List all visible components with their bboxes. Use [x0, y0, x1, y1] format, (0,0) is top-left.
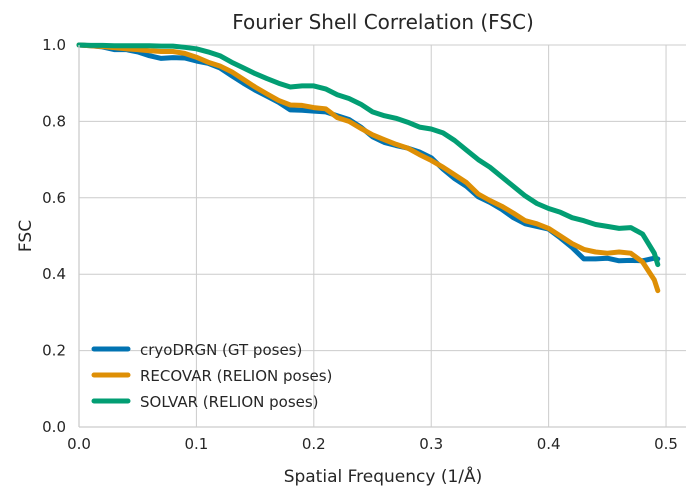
x-tick-label: 0.3 [419, 435, 443, 453]
series-line-2 [76, 42, 661, 268]
x-tick-label: 0.2 [302, 435, 326, 453]
legend-label: RECOVAR (RELION poses) [140, 367, 332, 385]
y-tick-label: 0.4 [42, 265, 66, 283]
chart-title: Fourier Shell Correlation (FSC) [232, 10, 534, 34]
y-tick-label: 0.8 [42, 112, 66, 130]
legend-label: SOLVAR (RELION poses) [140, 393, 319, 411]
series-line-0 [76, 42, 661, 264]
x-tick-label: 0.4 [537, 435, 561, 453]
series-line-1 [76, 42, 661, 294]
legend-label: cryoDRGN (GT poses) [140, 341, 302, 359]
tick-labels: 0.0 0.1 0.2 0.3 0.4 0.5 0.0 0.2 0.4 0.6 0.8 1.0 [42, 36, 678, 453]
y-tick-label: 0.6 [42, 189, 66, 207]
axes [78, 45, 686, 428]
x-tick-label: 0.5 [654, 435, 678, 453]
legend: cryoDRGN (GT poses) RECOVAR (RELION poses… [91, 341, 332, 411]
y-tick-label: 0.2 [42, 342, 66, 360]
y-tick-label: 0.0 [42, 418, 66, 436]
y-tick-label: 1.0 [42, 36, 66, 54]
x-tick-label: 0.1 [184, 435, 208, 453]
y-axis-label: FSC [16, 220, 36, 252]
x-tick-label: 0.0 [67, 435, 91, 453]
x-axis-label: Spatial Frequency (1/Å) [284, 465, 483, 487]
series-lines [76, 42, 661, 294]
